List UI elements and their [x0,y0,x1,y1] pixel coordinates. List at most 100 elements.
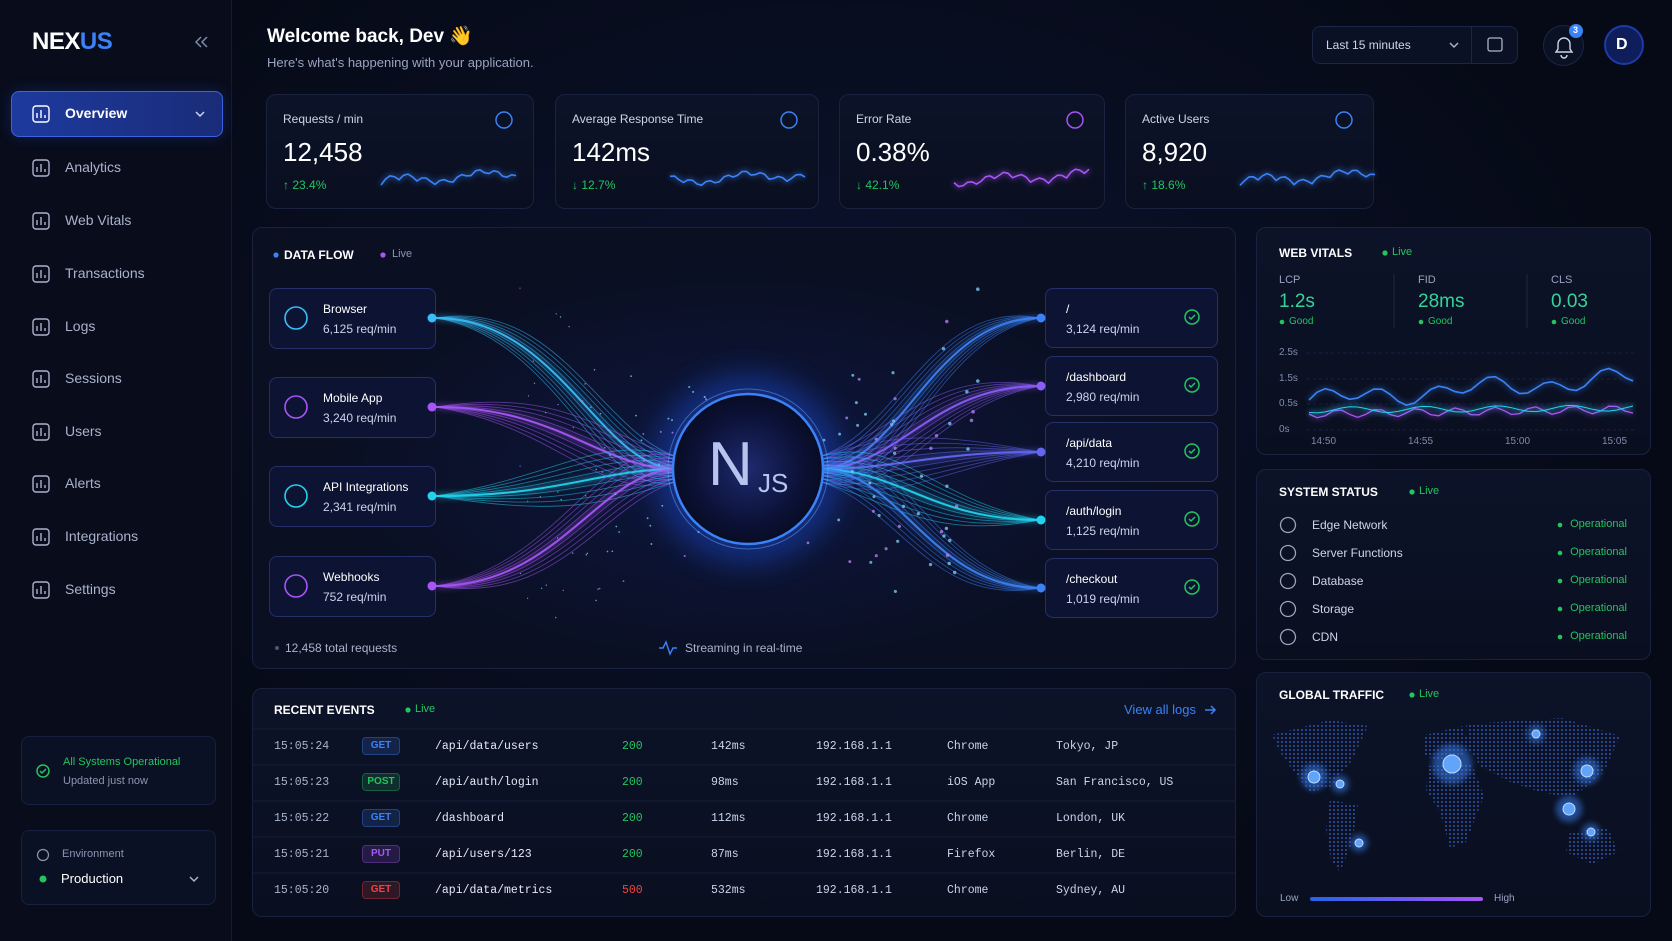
streaming-label: Streaming in real-time [685,640,803,655]
nav-item[interactable]: Transactions [65,265,145,282]
live-label: Live [415,703,436,716]
event-status: 200 [622,811,643,825]
nav-item[interactable]: Overview [65,105,128,122]
event-ip: 192.168.1.1 [816,775,892,789]
event-client: Chrome [947,739,989,753]
web-vitals-panel [1256,227,1651,455]
nav-item[interactable]: Logs [65,318,96,335]
time-range[interactable]: Last 15 minutes [1326,37,1411,52]
service-status: Operational [1570,630,1627,643]
service-name: Server Functions [1312,545,1403,560]
event-client: iOS App [947,775,996,789]
route-path: /auth/login [1066,503,1122,518]
live-label: Live [392,248,413,261]
route-card [1045,490,1218,550]
avatar [1604,25,1644,65]
y-tick-label: 0.5s [1279,397,1298,409]
source-rate: 2,341 req/min [323,499,397,514]
event-path: /api/data/metrics [435,883,553,897]
vital-label: LCP [1279,274,1301,287]
nav-item[interactable]: Web Vitals [65,212,132,229]
event-method: POST [362,773,400,791]
event-status: 200 [622,739,643,753]
route-card [1045,558,1218,618]
source-rate: 3,240 req/min [323,410,397,425]
route-rate: 3,124 req/min [1066,321,1140,336]
event-duration: 98ms [711,775,739,789]
environment-label: Environment [62,848,124,861]
service-status: Operational [1570,518,1627,531]
nav-item[interactable]: Alerts [65,475,101,492]
event-time: 15:05:20 [274,883,330,897]
event-location: San Francisco, US [1056,775,1174,789]
kpi-value: 0.38% [856,136,930,167]
service-status: Operational [1570,546,1627,559]
vital-status: Good [1289,315,1314,327]
avatar-initial: D [1616,36,1628,54]
source-name: Mobile App [323,390,383,405]
event-method: GET [362,881,400,899]
y-tick-label: 0s [1279,423,1290,435]
global-traffic-title: GLOBAL TRAFFIC [1279,687,1385,702]
event-location: London, UK [1056,811,1126,825]
kpi-card [555,94,819,209]
environment-value[interactable]: Production [61,870,124,886]
source-name: Webhooks [323,569,380,584]
route-card [1045,422,1218,482]
welcome-subtitle: Here's what's happening with your applic… [267,54,534,70]
event-path: /dashboard [435,811,505,825]
event-method: GET [362,737,400,755]
status-card [21,736,216,805]
x-tick-label: 14:55 [1408,435,1434,447]
brand-accent: US [79,28,113,56]
system-status-panel [1256,469,1651,660]
y-tick-label: 2.5s [1279,346,1298,358]
event-time: 15:05:22 [274,811,330,825]
source-card [269,556,436,617]
event-time: 15:05:23 [274,775,330,789]
notification-count: 3 [1573,25,1579,36]
event-ip: 192.168.1.1 [816,739,892,753]
nav-item[interactable]: Settings [65,581,116,598]
source-rate: 752 req/min [323,589,387,604]
service-status: Operational [1570,574,1627,587]
source-name: Browser [323,301,368,316]
route-card [1045,288,1218,348]
nav-item[interactable]: Sessions [65,370,122,387]
kpi-value: 8,920 [1142,136,1208,167]
logo-main: N [708,429,753,499]
view-all-logs[interactable]: View all logs [1124,701,1197,717]
route-card [1045,356,1218,416]
time-range-select [1312,26,1472,64]
vital-status: Good [1428,315,1453,327]
vital-status: Good [1561,315,1586,327]
event-location: Berlin, DE [1056,847,1126,861]
kpi-card [266,94,534,209]
status-subtitle: Updated just now [63,775,148,788]
event-ip: 192.168.1.1 [816,811,892,825]
event-status: 200 [622,775,643,789]
nav-item[interactable]: Analytics [65,159,122,176]
welcome-title: Welcome back, Dev 👋 [267,26,474,48]
vital-value: 28ms [1418,291,1465,313]
status-title: All Systems Operational [63,756,181,769]
calendar-button [1472,26,1518,64]
legend-low: Low [1280,892,1299,904]
kpi-label: Average Response Time [572,111,704,126]
nav-item[interactable]: Users [65,423,102,440]
global-traffic-panel [1256,672,1651,917]
vital-label: FID [1418,274,1436,287]
kpi-change: ↑ 23.4% [283,177,327,192]
kpi-change: ↓ 42.1% [856,177,900,192]
x-tick-label: 15:05 [1602,435,1628,447]
source-rate: 6,125 req/min [323,321,397,336]
event-status: 200 [622,847,643,861]
y-tick-label: 1.5s [1279,372,1298,384]
route-path: /dashboard [1066,369,1127,384]
event-location: Tokyo, JP [1056,739,1119,753]
logo-sub: JS [758,467,789,498]
nav-item[interactable]: Integrations [65,528,139,545]
events-panel [252,688,1236,917]
source-card [269,288,436,349]
kpi-change: ↑ 18.6% [1142,177,1186,192]
